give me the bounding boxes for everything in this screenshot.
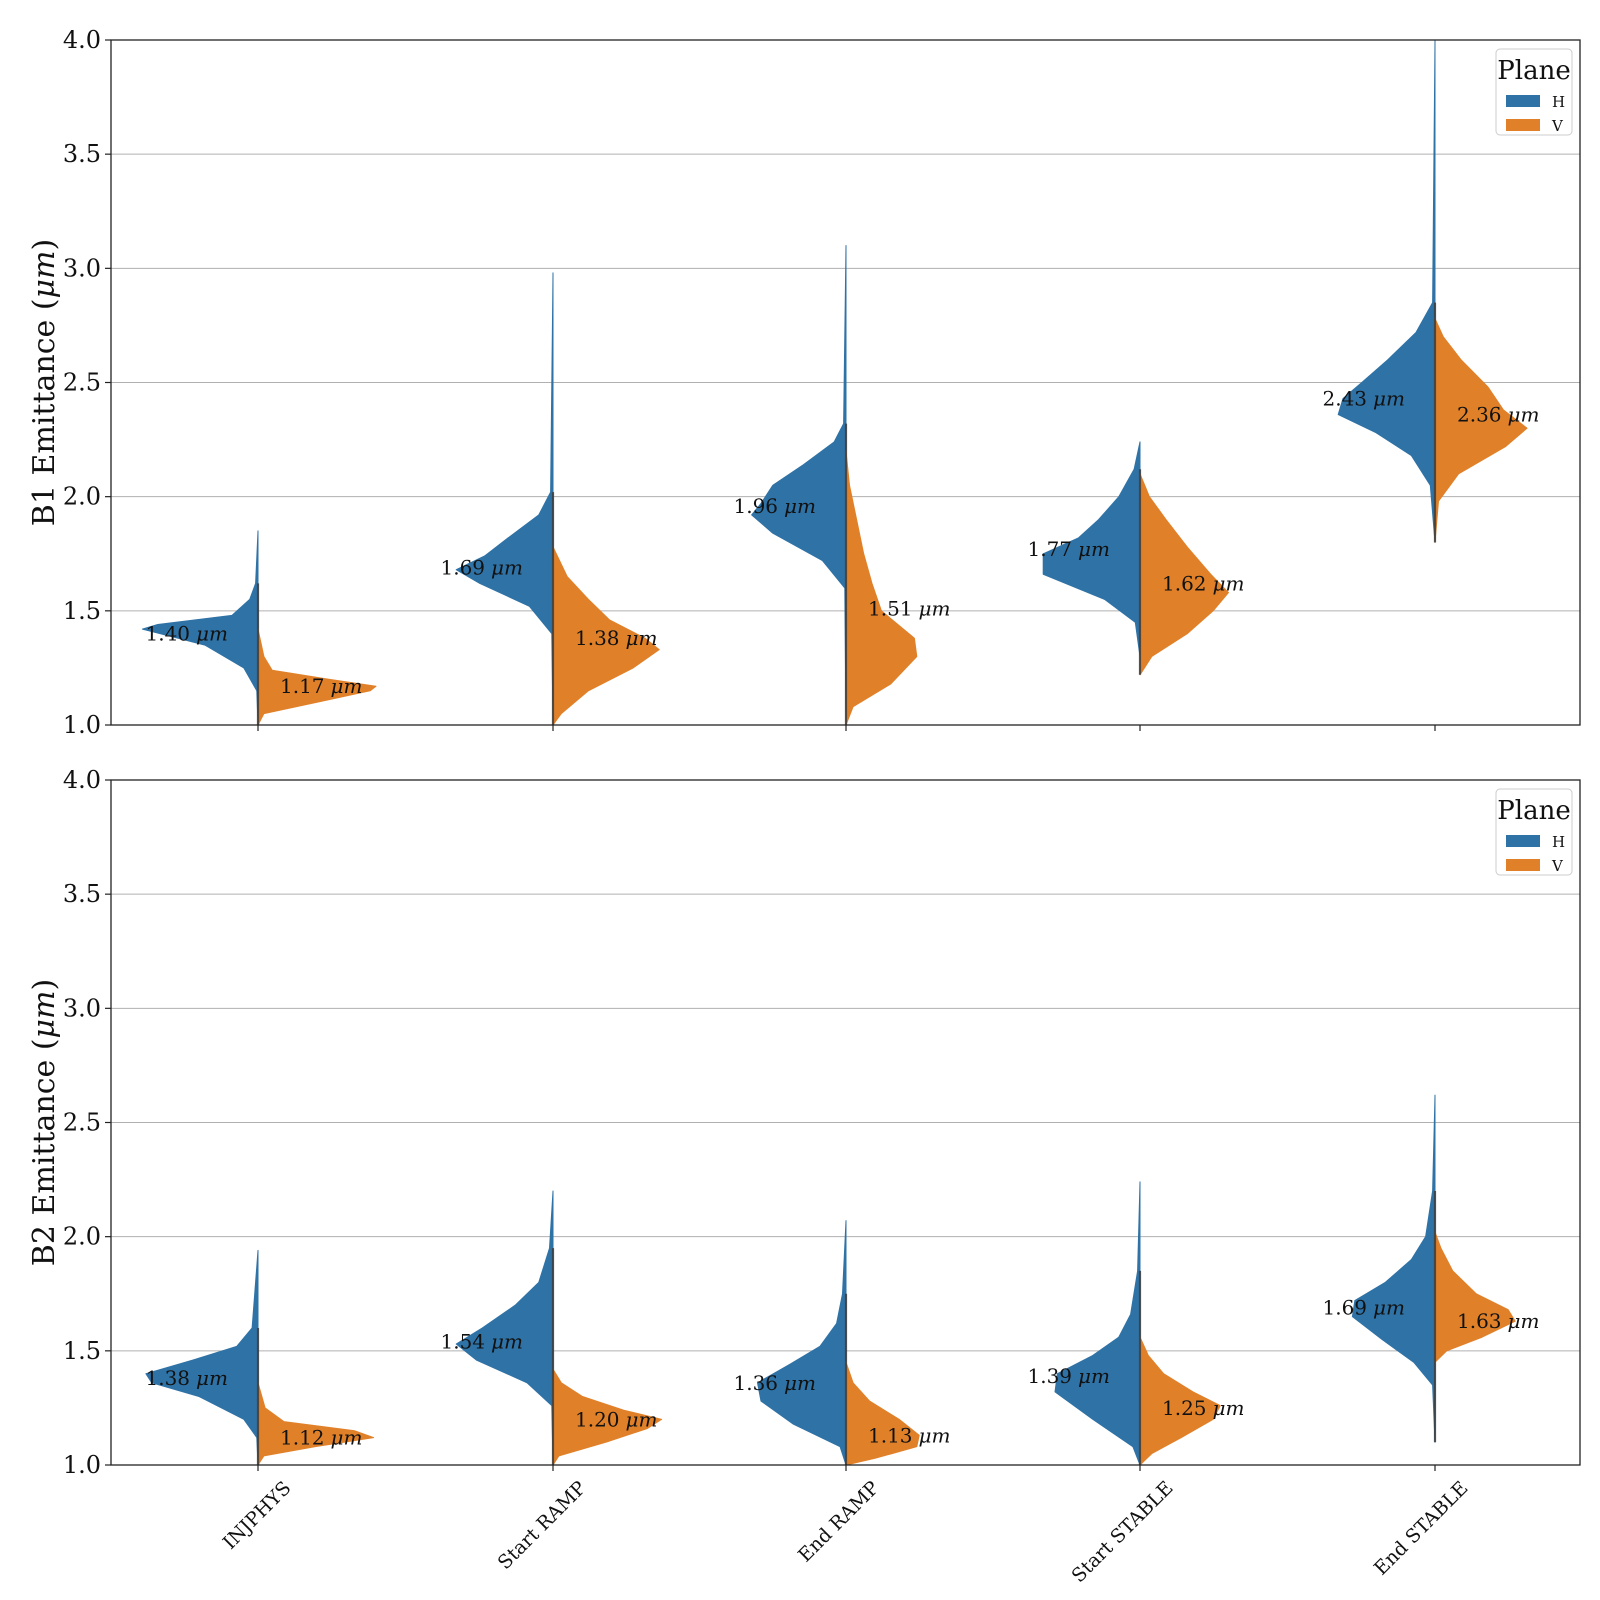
median-label-v: 1.62 μm [1162, 571, 1245, 595]
median-label-v: 1.25 μm [1162, 1396, 1245, 1420]
median-label-v: 2.36 μm [1457, 402, 1540, 426]
violin-h [455, 272, 554, 726]
legend: Plane HV [1495, 48, 1573, 136]
y-tick-label: 2.5 [63, 1109, 101, 1137]
y-axis-label: B2 Emittance (μm) [27, 979, 62, 1266]
y-tick-label: 1.0 [63, 711, 101, 739]
median-label-h: 2.43 μm [1323, 386, 1406, 410]
plot-frame [110, 39, 1581, 726]
median-label-h: 1.96 μm [734, 494, 817, 518]
median-label-h: 1.69 μm [441, 555, 524, 579]
legend-title: Plane [1497, 56, 1570, 86]
violin-h [455, 1190, 554, 1466]
legend-swatch-v [1506, 119, 1540, 131]
y-tick-label: 2.5 [63, 369, 101, 397]
chart-panel-2: 1.0 1.5 2.0 2.5 3.0 3.5 4.0 1.38 μm 1.54 μm 1.36 μm 1… [27, 766, 1581, 1587]
violin-h [141, 530, 259, 726]
legend-swatch-h [1506, 835, 1540, 847]
legend: Plane HV [1495, 788, 1573, 876]
x-category-label: Start STABLE [1068, 1477, 1178, 1587]
y-tick-label: 3.0 [63, 254, 101, 282]
median-label-h: 1.77 μm [1028, 537, 1111, 561]
legend-box [1495, 48, 1573, 136]
median-label-h: 1.39 μm [1028, 1364, 1111, 1388]
y-tick-label: 3.5 [63, 140, 101, 168]
median-label-h: 1.40 μm [146, 622, 229, 646]
median-label-h: 1.38 μm [146, 1366, 229, 1390]
x-category-label: INJPHYS [219, 1477, 296, 1554]
legend-swatch-h [1506, 95, 1540, 107]
median-label-v: 1.13 μm [868, 1423, 951, 1447]
y-tick-label: 4.0 [63, 766, 101, 794]
median-label-v: 1.20 μm [575, 1407, 658, 1431]
y-tick-label: 1.5 [63, 1337, 101, 1365]
x-category-label: Start RAMP [494, 1477, 591, 1574]
violin-v [845, 1361, 920, 1466]
violin-v [845, 450, 918, 726]
median-label-v: 1.12 μm [280, 1426, 363, 1450]
y-tick-label: 4.0 [63, 26, 101, 54]
violin-v [552, 546, 660, 726]
violin-h [1351, 1094, 1436, 1443]
y-tick-label: 3.5 [63, 880, 101, 908]
legend-label-v: V [1551, 857, 1564, 875]
violin-v [552, 1368, 663, 1466]
y-tick-label: 2.0 [63, 1223, 101, 1251]
legend-label-h: H [1552, 93, 1565, 111]
median-label-v: 1.17 μm [280, 674, 363, 698]
y-tick-label: 2.0 [63, 483, 101, 511]
violin-v [257, 628, 377, 726]
legend-label-v: V [1551, 117, 1564, 135]
legend-swatch-v [1506, 859, 1540, 871]
violin-h [751, 245, 847, 726]
violin-v [1434, 1231, 1516, 1363]
median-label-v: 1.38 μm [575, 626, 658, 650]
violin-v [1434, 318, 1528, 543]
y-tick-label: 1.5 [63, 597, 101, 625]
x-category-label: End RAMP [794, 1477, 884, 1567]
plot-frame [110, 779, 1581, 1466]
violin-h [757, 1220, 847, 1466]
violin-h [1042, 441, 1141, 657]
median-label-v: 1.51 μm [868, 597, 951, 621]
median-label-h: 1.54 μm [441, 1330, 524, 1354]
legend-box [1495, 788, 1573, 876]
median-label-v: 1.63 μm [1457, 1309, 1540, 1333]
violin-h [145, 1249, 259, 1466]
x-category-label: End STABLE [1370, 1477, 1473, 1580]
violin-h [1337, 39, 1436, 543]
y-tick-label: 3.0 [63, 994, 101, 1022]
y-tick-label: 1.0 [63, 1451, 101, 1479]
violin-v [257, 1382, 375, 1466]
chart-panel-1: 1.0 1.5 2.0 2.5 3.0 3.5 4.0 1.40 μm 1.69 μm 1.96 μm 1… [27, 26, 1581, 739]
median-label-h: 1.36 μm [734, 1371, 817, 1395]
y-axis-label: B1 Emittance (μm) [27, 239, 62, 526]
legend-label-h: H [1552, 833, 1565, 851]
legend-title: Plane [1497, 796, 1570, 826]
violin-h [1054, 1181, 1141, 1466]
median-label-h: 1.69 μm [1323, 1295, 1406, 1319]
